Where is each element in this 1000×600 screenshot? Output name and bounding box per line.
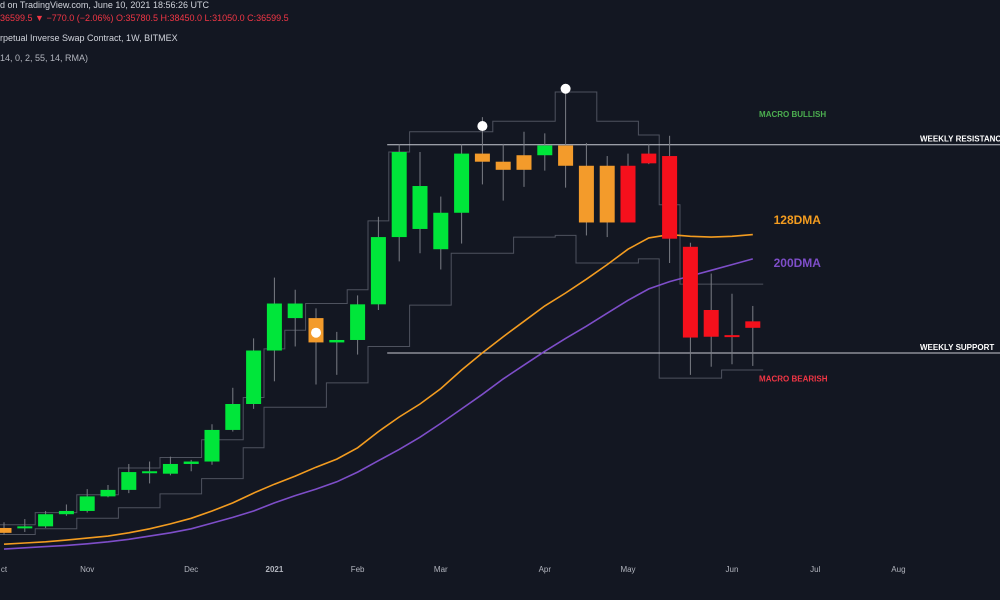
x-tick-6: Apr <box>539 565 552 574</box>
x-tick-4: Feb <box>351 565 365 574</box>
candle-body-14 <box>287 303 303 319</box>
candle-body-34 <box>703 310 719 337</box>
candle-body-13 <box>266 303 282 351</box>
x-tick-9: Jul <box>810 565 820 574</box>
candle-body-10 <box>204 429 220 462</box>
annotation-1: MACRO BEARISH <box>759 374 828 383</box>
header-ohlc-values: 36599.5 ▼ −770.0 (−2.06%) O:35780.5 H:38… <box>0 13 289 23</box>
x-tick-3: 2021 <box>266 565 284 574</box>
candle-body-29 <box>599 165 615 223</box>
candle-body-19 <box>391 151 407 238</box>
pivot-dot-0 <box>311 327 321 338</box>
x-tick-7: May <box>620 565 635 574</box>
header-indicator-params: 14, 0, 2, 55, 14, RMA) <box>0 53 89 63</box>
candle-body-1 <box>17 526 33 529</box>
candle-body-32 <box>662 156 678 239</box>
candle-body-20 <box>412 186 428 229</box>
x-tick-1: Nov <box>80 565 94 574</box>
candle-body-6 <box>121 472 137 490</box>
x-tick-5: Mar <box>434 565 448 574</box>
candle-body-4 <box>79 496 95 511</box>
x-tick-2: Dec <box>184 565 198 574</box>
candle-body-12 <box>246 350 262 404</box>
candle-body-0 <box>0 527 12 533</box>
header-line-1: d on TradingView.com, June 10, 2021 18:5… <box>0 0 209 10</box>
candle-body-8 <box>162 463 178 474</box>
channel-upper-line <box>0 91 764 526</box>
candle-body-33 <box>682 246 698 338</box>
header-ohlc: 36599.5 ▼ −770.0 (−2.06%) O:35780.5 H:38… <box>0 13 289 23</box>
candle-body-18 <box>370 237 386 305</box>
candle-body-35 <box>724 335 740 338</box>
pivot-dot-1 <box>477 121 488 132</box>
candle-body-3 <box>58 510 74 515</box>
x-tick-0: ct <box>1 565 8 574</box>
candle-body-30 <box>620 165 636 223</box>
candle-body-21 <box>433 212 449 250</box>
dma128-line <box>3 233 753 545</box>
x-tick-10: Aug <box>891 565 905 574</box>
header-symbol: rpetual Inverse Swap Contract, 1W, BITME… <box>0 33 178 43</box>
level-label-0: WEEKLY RESISTANCE <box>920 135 1000 144</box>
candle-body-7 <box>142 471 158 474</box>
annotation-3: 200DMA <box>774 256 822 270</box>
candle-body-22 <box>454 153 470 213</box>
candle-body-27 <box>558 145 574 166</box>
channel-lower-line <box>0 234 764 535</box>
candle-body-31 <box>641 153 657 164</box>
pivot-dot-2 <box>560 83 571 94</box>
candle-body-24 <box>495 161 511 170</box>
candle-body-5 <box>100 489 116 497</box>
candle-body-26 <box>537 145 553 156</box>
candle-body-23 <box>474 153 490 162</box>
level-label-1: WEEKLY SUPPORT <box>920 343 994 352</box>
candle-body-28 <box>578 165 594 223</box>
candle-body-2 <box>38 514 54 527</box>
candle-body-16 <box>329 339 345 343</box>
x-tick-8: Jun <box>726 565 739 574</box>
annotation-2: 128DMA <box>774 213 822 227</box>
dma200-line <box>3 258 754 550</box>
header-publish-info: d on TradingView.com, June 10, 2021 18:5… <box>0 0 209 10</box>
candle-body-25 <box>516 155 532 170</box>
candle-body-17 <box>350 304 366 340</box>
candle-body-9 <box>183 461 199 464</box>
candle-body-11 <box>225 404 241 430</box>
candle-body-36 <box>745 321 761 328</box>
annotation-0: MACRO BULLISH <box>759 110 826 119</box>
